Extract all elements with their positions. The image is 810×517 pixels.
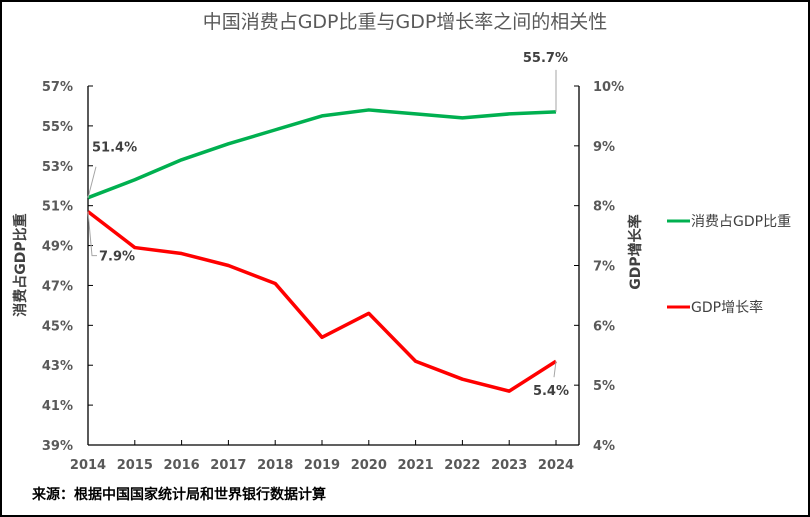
right-tick-label: 9% xyxy=(593,140,615,155)
leader-line xyxy=(87,211,97,257)
x-tick-label: 2019 xyxy=(304,458,340,473)
legend: 消费占GDP比重 GDP增长率 xyxy=(667,214,791,316)
gdp-growth-line xyxy=(86,210,557,393)
x-tick-label: 2021 xyxy=(398,458,434,473)
x-tick-label: 2020 xyxy=(351,458,387,473)
legend-label-consumption: 消费占GDP比重 xyxy=(691,214,791,230)
leader-line xyxy=(87,166,97,198)
right-tick-label: 5% xyxy=(593,379,615,394)
data-labels: 51.4% 55.7% 7.9% 5.4% xyxy=(87,51,569,399)
left-tick-label: 45% xyxy=(42,319,73,334)
data-label: 55.7% xyxy=(523,51,568,66)
legend-item-gdp-growth[interactable]: GDP增长率 xyxy=(667,299,763,316)
source-note: 来源：根据中国国家统计局和世界银行数据计算 xyxy=(31,486,326,503)
x-tick-label: 2017 xyxy=(210,458,246,473)
x-tick-label: 2014 xyxy=(70,458,106,473)
left-tick-label: 49% xyxy=(42,240,73,255)
data-label: 5.4% xyxy=(533,384,569,399)
left-tick-label: 39% xyxy=(42,439,73,454)
left-tick-label: 55% xyxy=(42,120,73,135)
left-tick-label: 57% xyxy=(42,80,73,95)
consumption-share-line xyxy=(87,108,557,200)
left-tick-label: 47% xyxy=(42,279,73,294)
right-axis-title: GDP增长率 xyxy=(627,214,644,289)
x-tick-label: 2023 xyxy=(491,458,527,473)
left-tick-label: 51% xyxy=(42,200,73,215)
x-tick-label: 2018 xyxy=(257,458,293,473)
legend-label-gdp-growth: GDP增长率 xyxy=(691,299,763,316)
chart-title: 中国消费占GDP比重与GDP增长率之间的相关性 xyxy=(203,11,608,33)
data-label: 51.4% xyxy=(92,141,137,156)
leader-line xyxy=(553,361,557,378)
legend-item-consumption[interactable]: 消费占GDP比重 xyxy=(667,214,791,230)
x-tick-label: 2024 xyxy=(538,458,574,473)
x-tick-label: 2015 xyxy=(117,458,153,473)
x-tick-label: 2022 xyxy=(444,458,480,473)
right-tick-label: 8% xyxy=(593,200,615,215)
left-tick-label: 43% xyxy=(42,359,73,374)
right-tick-label: 10% xyxy=(593,80,624,95)
right-axis-ticks: 4% 5% 6% 7% 8% 9% 10% xyxy=(574,80,624,454)
left-tick-label: 53% xyxy=(42,160,73,175)
data-label: 7.9% xyxy=(99,250,135,265)
left-axis-title: 消费占GDP比重 xyxy=(12,213,29,316)
x-tick-label: 2016 xyxy=(164,458,200,473)
left-tick-label: 41% xyxy=(42,399,73,414)
right-tick-label: 4% xyxy=(593,439,615,454)
right-tick-label: 6% xyxy=(593,319,615,334)
right-tick-label: 7% xyxy=(593,260,615,275)
left-axis-ticks: 39% 41% 43% 45% 47% 49% 51% 53% 55% 57% xyxy=(42,80,93,454)
x-axis-ticks: 2014 2015 2016 2017 2018 2019 2020 2021 2022 2023… xyxy=(70,440,574,473)
series-lines xyxy=(86,108,557,393)
